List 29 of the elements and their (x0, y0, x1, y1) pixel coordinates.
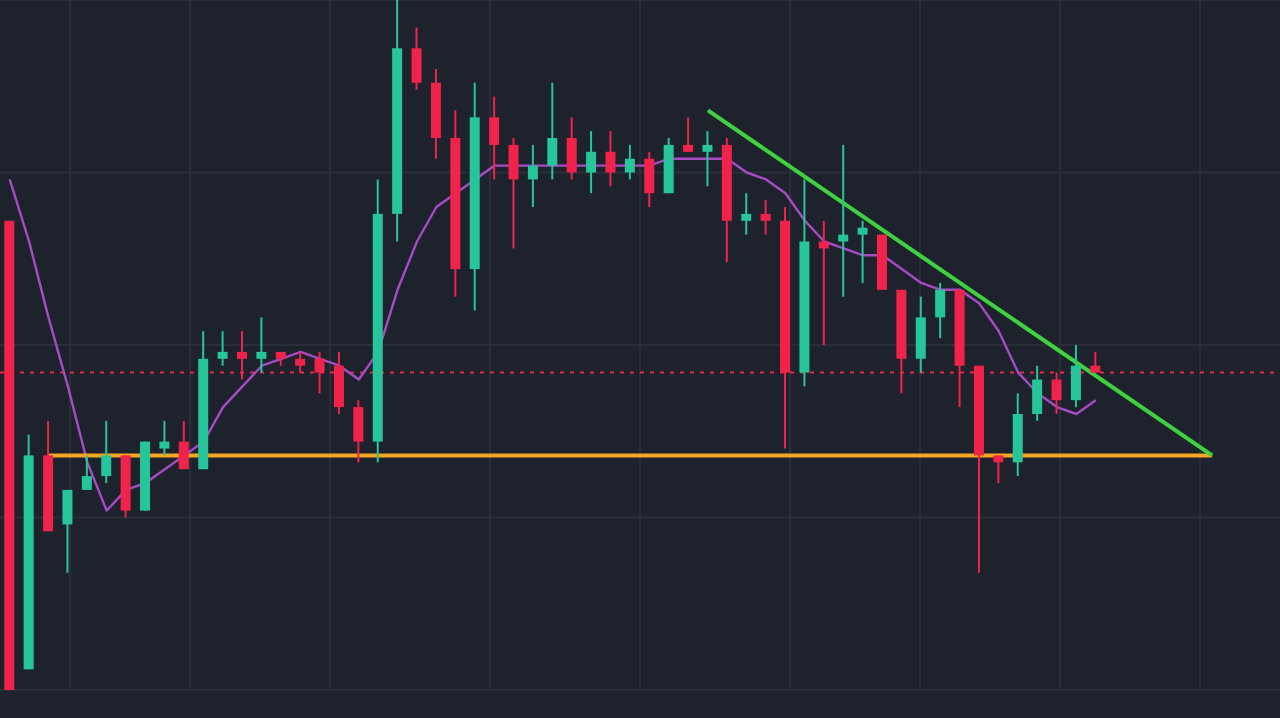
candlestick (1032, 364, 1043, 422)
candlestick (857, 219, 868, 284)
candlestick (1070, 344, 1081, 409)
candlestick (935, 281, 946, 340)
candlestick (586, 130, 597, 195)
candlestick (741, 192, 752, 236)
candlestick (644, 150, 655, 208)
candlestick (489, 95, 500, 181)
candlestick (101, 419, 112, 484)
candlestick (993, 454, 1004, 484)
candlestick (62, 488, 73, 574)
candlestick (547, 81, 558, 181)
candlestick (81, 454, 92, 491)
candlestick (353, 399, 364, 464)
candlestick (527, 143, 538, 208)
candlestick (566, 116, 577, 181)
candlestick (915, 295, 926, 374)
candlestick (838, 143, 849, 298)
candlestick (702, 130, 713, 188)
candlestick (256, 316, 267, 374)
candlestick (159, 419, 170, 457)
candlestick (217, 330, 228, 367)
candlestick (605, 130, 616, 188)
candlestick (624, 143, 635, 181)
candlestick (508, 137, 519, 250)
candlestick (760, 199, 771, 236)
candlestick (411, 26, 422, 91)
candlestick (683, 116, 694, 153)
candlestick (178, 419, 189, 471)
